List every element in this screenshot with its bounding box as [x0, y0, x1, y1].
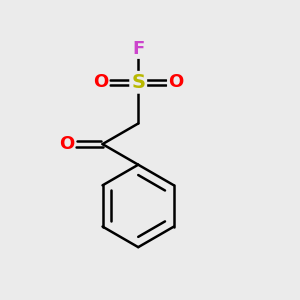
- Text: F: F: [132, 40, 144, 58]
- Text: O: O: [168, 73, 183, 91]
- Text: S: S: [131, 73, 145, 92]
- Text: O: O: [93, 73, 109, 91]
- Text: O: O: [59, 135, 74, 153]
